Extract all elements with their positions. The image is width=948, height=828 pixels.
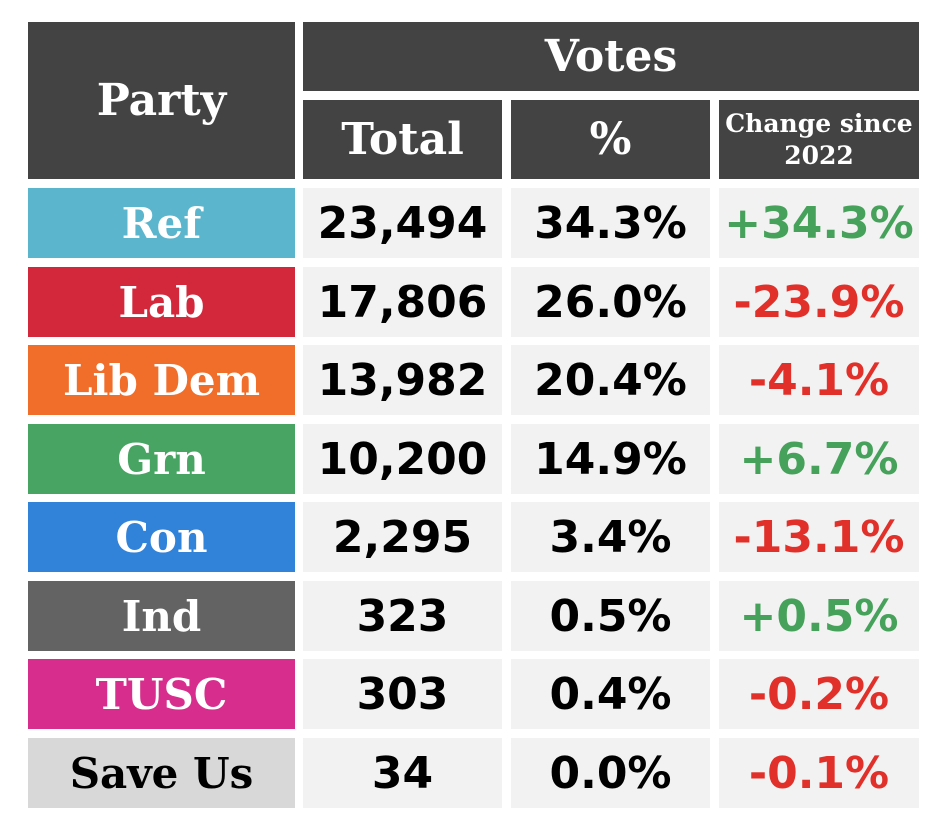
change-header-line2: 2022: [784, 140, 854, 170]
vote-share-cell: 3.4%: [511, 502, 710, 572]
vote-share-cell: 34.3%: [511, 188, 710, 258]
change-cell: +6.7%: [719, 424, 919, 494]
party-cell: Save Us: [28, 738, 295, 808]
change-cell: +34.3%: [719, 188, 919, 258]
change-cell: +0.5%: [719, 581, 919, 651]
total-votes-cell: 34: [303, 738, 502, 808]
total-votes-cell: 10,200: [303, 424, 502, 494]
vote-share-cell: 20.4%: [511, 345, 710, 415]
party-cell: TUSC: [28, 659, 295, 729]
party-cell: Con: [28, 502, 295, 572]
party-cell: Lib Dem: [28, 345, 295, 415]
total-votes-cell: 323: [303, 581, 502, 651]
party-column-header: Party: [28, 22, 295, 179]
vote-share-cell: 0.5%: [511, 581, 710, 651]
percent-column-header: %: [511, 100, 710, 179]
total-votes-cell: 303: [303, 659, 502, 729]
party-cell: Ind: [28, 581, 295, 651]
change-cell: -23.9%: [719, 267, 919, 337]
change-cell: -0.2%: [719, 659, 919, 729]
change-cell: -0.1%: [719, 738, 919, 808]
change-header-line1: Change since: [725, 108, 913, 138]
vote-share-cell: 0.4%: [511, 659, 710, 729]
change-column-header: Change since 2022: [719, 100, 919, 179]
vote-share-cell: 0.0%: [511, 738, 710, 808]
total-votes-cell: 17,806: [303, 267, 502, 337]
change-cell: -13.1%: [719, 502, 919, 572]
votes-group-header: Votes: [303, 22, 919, 91]
total-votes-cell: 2,295: [303, 502, 502, 572]
total-votes-cell: 23,494: [303, 188, 502, 258]
party-cell: Lab: [28, 267, 295, 337]
party-cell: Ref: [28, 188, 295, 258]
vote-share-cell: 14.9%: [511, 424, 710, 494]
total-votes-cell: 13,982: [303, 345, 502, 415]
change-cell: -4.1%: [719, 345, 919, 415]
party-cell: Grn: [28, 424, 295, 494]
vote-share-cell: 26.0%: [511, 267, 710, 337]
total-column-header: Total: [303, 100, 502, 179]
